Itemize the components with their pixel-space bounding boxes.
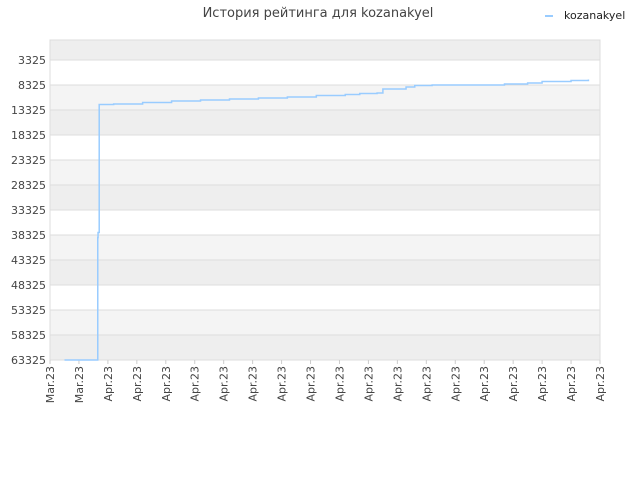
y-axis-tick-labels: 3325 8325 13325 18325 23325 28325 33325 38325 43… (11, 54, 46, 367)
plot-band (50, 285, 600, 310)
x-tick-label: Apr.23 (362, 366, 375, 402)
plot-band (50, 185, 600, 210)
y-tick-label: 8325 (18, 79, 46, 92)
plot-frame (49, 39, 601, 361)
chart-title: История рейтинга для kozanakyel (203, 6, 434, 21)
legend: kozanakyel (545, 9, 625, 22)
plot-band (50, 60, 600, 85)
y-tick-label: 38325 (11, 229, 46, 242)
x-tick-label: Apr.23 (420, 366, 433, 402)
plot-band (50, 40, 600, 60)
x-tick-label: Mar.23 (73, 366, 86, 403)
legend-label: kozanakyel (564, 9, 625, 22)
x-tick-label: Apr.23 (218, 366, 231, 402)
plot-band (50, 310, 600, 335)
x-tick-label: Apr.23 (102, 366, 115, 402)
x-tick-label: Apr.23 (478, 366, 491, 402)
y-tick-label: 48325 (11, 279, 46, 292)
y-tick-label: 53325 (11, 304, 46, 317)
x-axis-tick-labels: Mar.23 Mar.23 Apr.23 Apr.23 Apr.23 Apr.23 Apr.… (44, 360, 607, 403)
y-tick-label: 23325 (11, 154, 46, 167)
series-layer (64, 79, 590, 361)
x-tick-label: Apr.23 (305, 366, 318, 402)
y-tick-label: 63325 (11, 354, 46, 367)
plot-band (50, 160, 600, 185)
plot-background-bands (50, 40, 600, 360)
x-tick-label: Apr.23 (276, 366, 289, 402)
x-tick-label: Apr.23 (189, 366, 202, 402)
y-tick-label: 3325 (18, 54, 46, 67)
x-tick-label: Apr.23 (391, 366, 404, 402)
x-tick-label: Mar.23 (44, 366, 57, 403)
plot-band (50, 85, 600, 110)
x-tick-label: Apr.23 (594, 366, 607, 402)
plot-band (50, 335, 600, 360)
y-tick-label: 58325 (11, 329, 46, 342)
plot-band (50, 110, 600, 135)
y-tick-label: 33325 (11, 204, 46, 217)
y-tick-label: 28325 (11, 179, 46, 192)
plot-band (50, 260, 600, 285)
x-tick-label: Apr.23 (160, 366, 173, 402)
y-tick-label: 13325 (11, 104, 46, 117)
x-tick-label: Apr.23 (536, 366, 549, 402)
plot-band (50, 135, 600, 160)
x-tick-label: Apr.23 (507, 366, 520, 402)
series-line-kozanakyel (64, 79, 590, 361)
x-tick-label: Apr.23 (565, 366, 578, 402)
x-tick-label: Apr.23 (449, 366, 462, 402)
y-tick-label: 18325 (11, 129, 46, 142)
plot-band (50, 235, 600, 260)
x-tick-label: Apr.23 (131, 366, 144, 402)
x-tick-label: Apr.23 (333, 366, 346, 402)
x-tick-label: Apr.23 (247, 366, 260, 402)
plot-band (50, 210, 600, 235)
y-tick-label: 43325 (11, 254, 46, 267)
